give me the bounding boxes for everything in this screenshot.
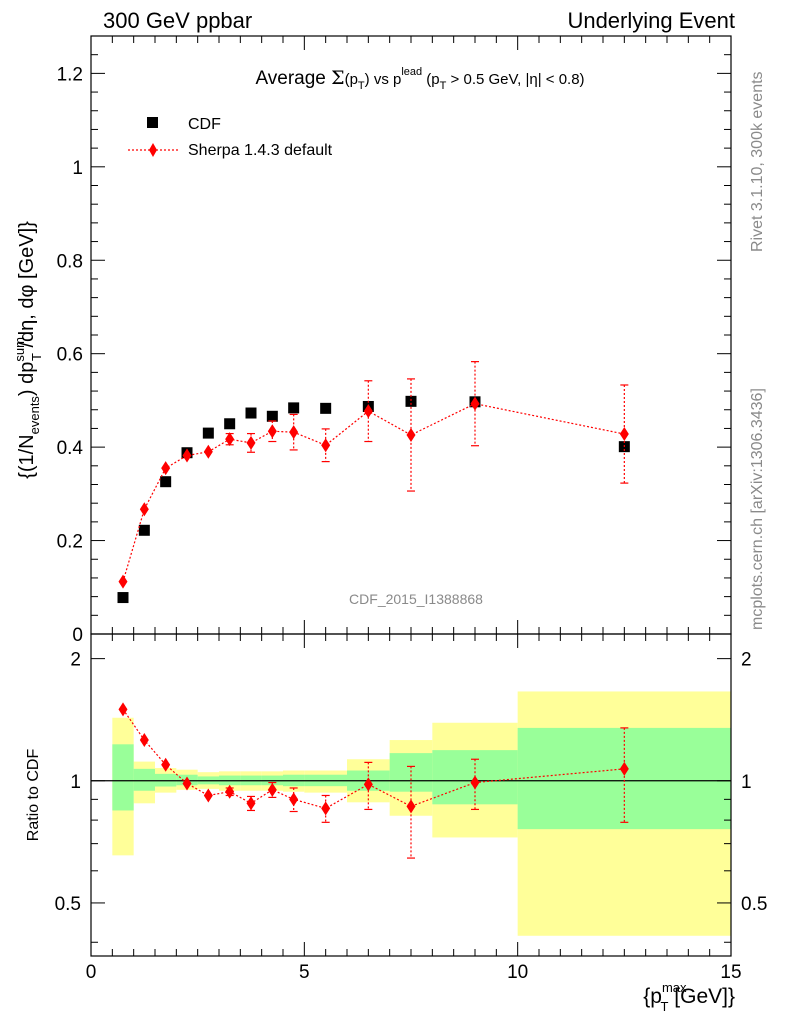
cdf-point: [117, 592, 129, 604]
cdf-point: [405, 395, 417, 407]
legend-cdf-label: CDF: [188, 116, 221, 133]
sherpa-ratio-point: [267, 782, 277, 797]
sherpa-point: [470, 396, 480, 411]
mcplots-label: mcplots.cern.ch [arXiv:1306.3436]: [749, 388, 766, 630]
legend-sherpa-label: Sherpa 1.4.3 default: [188, 142, 333, 159]
uncertainty-band-inner: [133, 768, 155, 791]
main-y-tick-label: 0.2: [57, 532, 83, 553]
cdf-point: [245, 407, 257, 419]
sherpa-point: [246, 435, 256, 450]
ratio-panel: 0 5 10 15 0.5 0.5 1 1 2 2: [55, 633, 767, 983]
ratio-frame: [90, 633, 732, 957]
x-tick-label: 0: [86, 962, 97, 983]
cdf-point: [138, 524, 150, 536]
sherpa-point: [619, 427, 629, 442]
main-y-tick-label: 1: [72, 158, 83, 179]
main-y-tick-label: 0.4: [57, 438, 84, 459]
ratio-y-tick-label: 1: [70, 772, 81, 793]
cdf-point: [288, 402, 300, 414]
x-tick-label: 5: [299, 962, 310, 983]
rivet-label: Rivet 3.1.10, 300k events: [749, 71, 766, 252]
sherpa-point: [267, 424, 277, 439]
sherpa-point: [225, 432, 235, 447]
legend-sherpa-marker: [149, 143, 157, 157]
sherpa-ratio-point: [321, 801, 331, 816]
ratio-y-tick-label-right: 0.5: [741, 894, 767, 915]
main-y-tick-label: 0.6: [57, 345, 83, 366]
main-frame: [90, 35, 732, 635]
sherpa-ratio-point: [182, 776, 192, 791]
sherpa-ratio-point: [139, 733, 149, 748]
cdf-point: [320, 402, 332, 414]
main-y-tick-label: 1.2: [57, 64, 83, 85]
sherpa-point: [289, 425, 299, 440]
sherpa-point: [118, 574, 128, 589]
sherpa-ratio-point: [289, 792, 299, 807]
sherpa-ratio-line: [122, 708, 625, 810]
main-y-tick-label: 0: [72, 625, 83, 646]
sherpa-point: [321, 438, 331, 453]
legend-cdf-marker: [147, 117, 158, 128]
ratio-y-axis-label: Ratio to CDF: [25, 749, 42, 842]
cdf-point: [160, 476, 172, 488]
main-title: Average Σ(pT) vs plead (pT > 0.5 GeV, |η…: [255, 66, 584, 92]
sherpa-ratio-point: [225, 784, 235, 799]
uncertainty-band-inner: [112, 744, 134, 811]
cdf-point: [224, 418, 236, 430]
x-tick-label: 10: [507, 962, 528, 983]
x-axis-label: {pmax T [GeV]}: [643, 980, 735, 1014]
legend: CDF Sherpa 1.4.3 default: [128, 116, 333, 159]
ratio-y-tick-label-right: 1: [741, 772, 752, 793]
sherpa-point: [139, 502, 149, 517]
sherpa-ratio-point: [363, 777, 373, 792]
sherpa-line: [122, 403, 625, 582]
sherpa-point: [363, 404, 373, 419]
sherpa-point: [161, 461, 171, 476]
uncertainty-band-inner: [517, 727, 731, 830]
ratio-y-tick-label: 0.5: [55, 894, 81, 915]
analysis-watermark: CDF_2015_I1388868: [349, 591, 483, 607]
sherpa-ratio-point: [246, 796, 256, 811]
sherpa-ratio-point: [118, 702, 128, 717]
cdf-point: [202, 427, 214, 439]
main-y-axis-label: {(1/Nevents) dpsum T /dη, dφ [GeV]}: [12, 221, 44, 479]
sherpa-ratio-point: [161, 757, 171, 772]
sherpa-ratio-point: [406, 799, 416, 814]
ratio-y-tick-label: 2: [70, 650, 81, 671]
ratio-y-tick-label-right: 2: [741, 650, 752, 671]
sherpa-point: [203, 444, 213, 459]
sherpa-point: [182, 448, 192, 463]
sherpa-ratio-point: [203, 788, 213, 803]
sherpa-ratio-point: [470, 775, 480, 790]
cdf-point: [266, 410, 278, 422]
main-y-tick-label: 0.8: [57, 251, 83, 272]
main-panel: 0 0.2 0.4 0.6 0.8 1 1.2: [57, 35, 732, 956]
sherpa-point: [406, 427, 416, 442]
header-left: 300 GeV ppbar: [103, 8, 252, 33]
sherpa-ratio-point: [619, 761, 629, 776]
header-right: Underlying Event: [567, 8, 735, 33]
x-tick-label: 15: [720, 962, 741, 983]
